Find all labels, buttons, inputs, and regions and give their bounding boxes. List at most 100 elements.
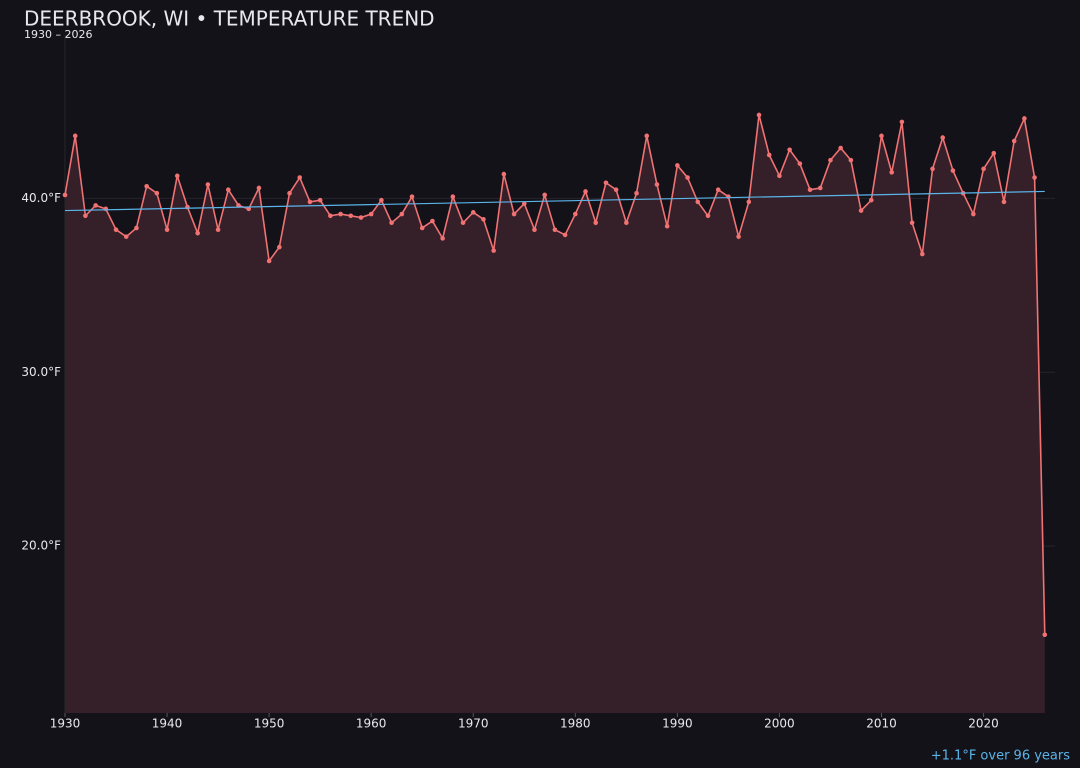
- point: [317, 197, 323, 203]
- point: [62, 192, 68, 198]
- point: [409, 194, 415, 199]
- point: [368, 211, 374, 217]
- point: [797, 161, 803, 166]
- point: [1032, 175, 1037, 180]
- point: [868, 197, 874, 203]
- point: [134, 225, 139, 231]
- point: [1011, 138, 1017, 144]
- point: [664, 223, 670, 229]
- x-tick-label: 2000: [764, 717, 795, 731]
- point: [675, 163, 680, 168]
- point: [123, 234, 129, 239]
- point: [807, 187, 813, 193]
- chart-title: DEERBROOK, WI • TEMPERATURE TREND: [24, 7, 435, 31]
- y-tick-label: 40.0°F: [21, 191, 61, 205]
- point: [205, 182, 211, 187]
- point: [715, 187, 721, 193]
- point: [858, 208, 864, 213]
- point: [583, 189, 588, 194]
- point: [879, 133, 884, 139]
- point: [481, 216, 486, 222]
- point: [950, 168, 956, 173]
- point: [573, 211, 578, 217]
- x-tick-label: 1960: [356, 717, 387, 731]
- point: [1022, 116, 1027, 121]
- chart-subtitle: 1930 – 2026: [24, 28, 92, 41]
- point: [164, 227, 170, 233]
- point: [940, 135, 946, 140]
- point: [287, 190, 292, 196]
- point: [246, 206, 252, 212]
- point: [787, 147, 792, 153]
- point: [501, 171, 507, 177]
- trend-line: [64, 190, 1045, 212]
- point: [215, 227, 221, 233]
- point: [440, 236, 445, 241]
- x-tick-label: 1970: [458, 717, 489, 731]
- point: [256, 185, 262, 191]
- point: [981, 166, 986, 172]
- point: [266, 258, 272, 264]
- point: [379, 197, 384, 203]
- point: [277, 244, 282, 250]
- point: [685, 175, 690, 180]
- point: [634, 190, 639, 196]
- point: [736, 234, 741, 239]
- point: [511, 211, 517, 217]
- point: [848, 157, 854, 163]
- y-tick-label: 20.0°F: [21, 539, 61, 553]
- point: [920, 251, 925, 257]
- x-tick-label: 1990: [662, 717, 693, 731]
- point: [72, 133, 78, 139]
- point: [348, 213, 354, 219]
- point: [195, 230, 200, 236]
- point: [358, 215, 364, 220]
- point: [1001, 199, 1007, 205]
- point: [103, 206, 109, 212]
- point: [654, 182, 660, 187]
- point: [236, 203, 241, 208]
- point: [552, 227, 558, 233]
- point: [695, 199, 701, 205]
- point: [562, 232, 568, 238]
- y-tick-label: 30.0°F: [21, 365, 61, 379]
- x-tick-label: 1930: [50, 717, 81, 731]
- point: [174, 173, 180, 179]
- annotation: +1.1°F over 96 years: [931, 749, 1070, 764]
- point: [644, 133, 650, 139]
- point: [225, 187, 231, 193]
- point: [726, 194, 731, 199]
- point: [838, 145, 843, 151]
- point: [613, 187, 619, 193]
- point: [532, 227, 537, 233]
- point: [705, 213, 711, 219]
- point: [470, 210, 476, 215]
- point: [113, 227, 119, 233]
- point: [521, 201, 527, 206]
- point: [307, 199, 313, 205]
- point: [389, 220, 394, 226]
- point: [624, 220, 629, 226]
- point: [889, 170, 895, 175]
- x-tick-label: 1950: [254, 717, 285, 731]
- x-tick-label: 2010: [866, 717, 897, 731]
- point: [899, 119, 905, 125]
- point: [154, 190, 160, 196]
- point: [1042, 632, 1048, 638]
- point: [817, 185, 823, 191]
- point: [756, 112, 762, 118]
- point: [593, 220, 599, 226]
- point: [338, 211, 343, 217]
- point: [766, 152, 772, 158]
- point: [419, 225, 425, 231]
- point: [450, 194, 456, 199]
- point: [83, 213, 88, 219]
- point: [297, 175, 303, 180]
- point: [399, 211, 405, 217]
- x-tick-label: 1940: [152, 717, 183, 731]
- point: [491, 248, 496, 253]
- point: [777, 173, 782, 179]
- point: [430, 218, 435, 224]
- point: [746, 199, 752, 205]
